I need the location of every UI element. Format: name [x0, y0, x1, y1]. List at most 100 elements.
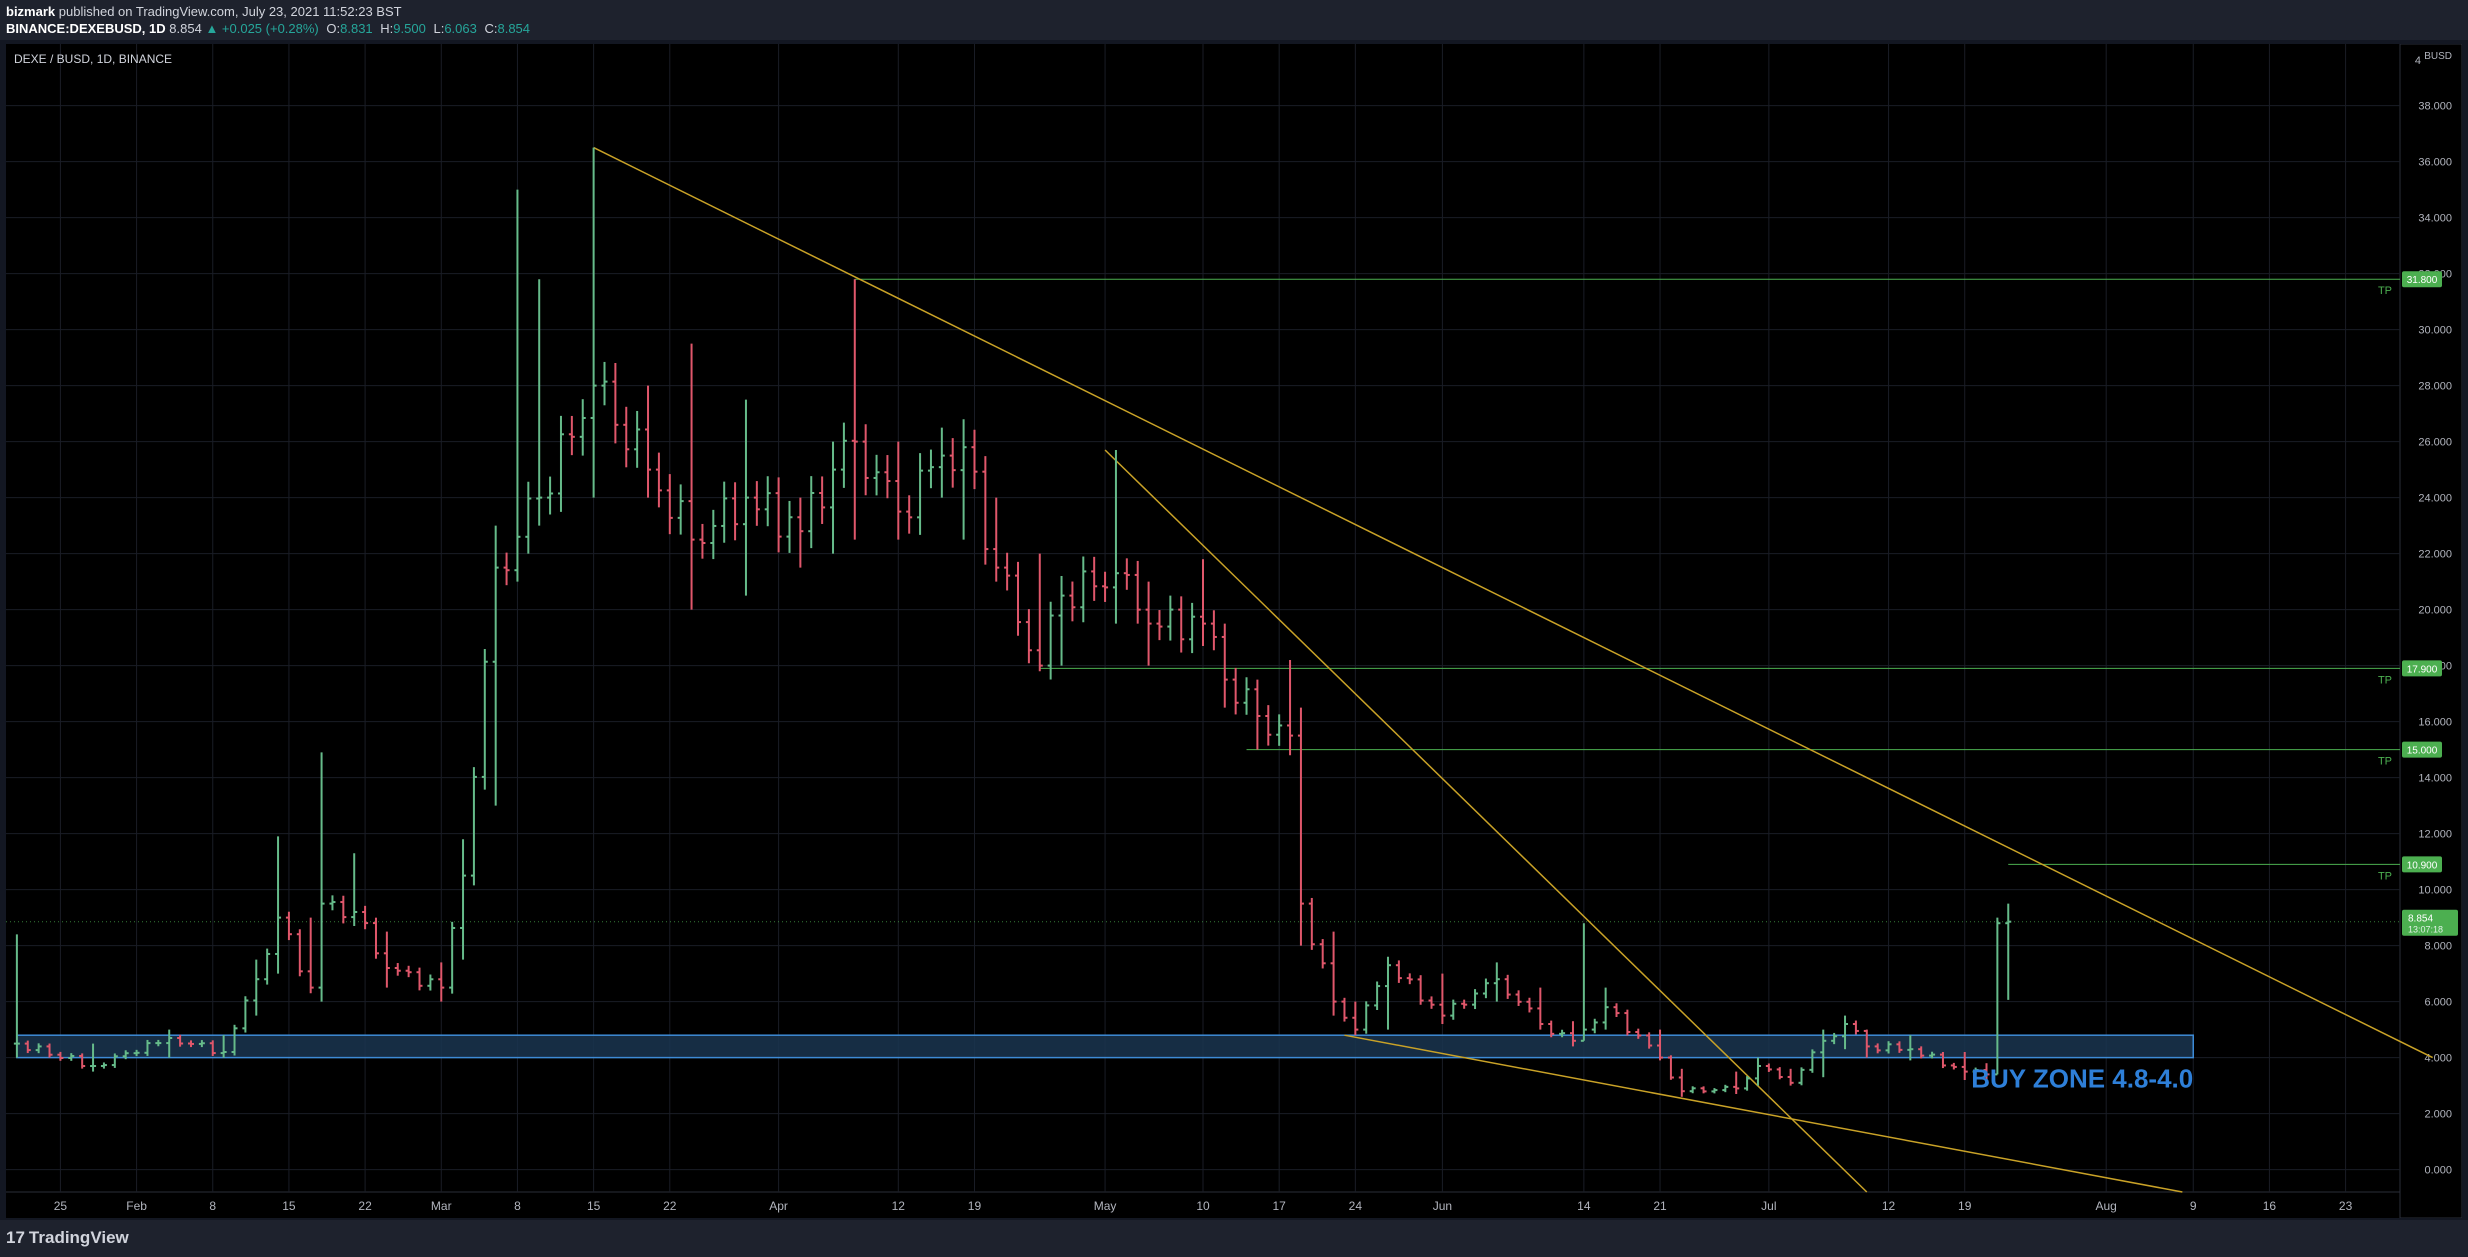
- level-price-label: 31.800: [2407, 275, 2438, 286]
- ohlc-bar: [2005, 903, 2012, 1000]
- x-tick-label: 21: [1653, 1199, 1667, 1213]
- author-name[interactable]: bizmark: [6, 4, 56, 19]
- ohlc-bar: [873, 454, 880, 496]
- price-change: ▲ +0.025 (+0.28%): [205, 21, 319, 36]
- ohlc-bar: [1493, 962, 1500, 1002]
- ohlc-bar: [1036, 553, 1043, 672]
- ohlc-bar: [449, 921, 456, 994]
- ohlc-bar: [144, 1039, 151, 1056]
- ohlc-bar: [1384, 956, 1391, 1030]
- x-tick-label: 10: [1196, 1199, 1210, 1213]
- ohlc-bar: [557, 415, 564, 512]
- x-tick-label: 12: [892, 1199, 906, 1213]
- high-label: H:: [380, 21, 394, 36]
- take-profit-tag: TP: [2378, 285, 2392, 297]
- x-tick-label: 14: [1577, 1199, 1591, 1213]
- brand-name: TradingView: [28, 1228, 129, 1247]
- ohlc-bar: [732, 482, 739, 541]
- ohlc-bar: [394, 963, 401, 976]
- publish-info: published on TradingView.com, July 23, 2…: [58, 4, 402, 19]
- x-tick-label: 19: [968, 1199, 982, 1213]
- ohlc-bar: [351, 853, 358, 926]
- ohlc-bar: [372, 917, 379, 959]
- y-tick-label: 22.000: [2418, 549, 2452, 561]
- ohlc-bar: [1646, 1032, 1653, 1049]
- y-tick-label: 20.000: [2418, 605, 2452, 617]
- ohlc-bar: [460, 839, 467, 960]
- ohlc-bar: [623, 406, 630, 468]
- price-chart[interactable]: 0.000 2.000 4.000 6.000 8.000 10.000 12.000 14.…: [6, 44, 2462, 1218]
- open-value: 8.831: [340, 21, 373, 36]
- ohlc-bar: [1657, 1029, 1664, 1061]
- ohlc-bar: [1363, 1001, 1370, 1034]
- ohlc-bar: [133, 1049, 140, 1057]
- ohlc-bar: [1210, 610, 1217, 651]
- ohlc-bar: [1548, 1020, 1555, 1038]
- x-tick-label: 25: [54, 1199, 68, 1213]
- ohlc-bar: [1254, 679, 1261, 750]
- level-price-label: 17.900: [2407, 664, 2438, 675]
- y-tick-label: 4.000: [2424, 1053, 2452, 1065]
- take-profit-tag: TP: [2378, 674, 2392, 686]
- ohlc-bar: [1569, 1021, 1576, 1047]
- ohlc-bar: [1069, 581, 1076, 622]
- x-tick-label: 16: [2263, 1199, 2277, 1213]
- y-tick-label: 38.000: [2418, 101, 2452, 113]
- x-tick-label: 15: [282, 1199, 296, 1213]
- ohlc-bar: [710, 509, 717, 560]
- ohlc-bar: [645, 385, 652, 498]
- x-tick-label: 22: [663, 1199, 677, 1213]
- ohlc-bar: [1580, 923, 1587, 1042]
- ohlc-bar: [68, 1053, 75, 1061]
- ohlc-bar: [808, 476, 815, 549]
- y-tick-label: 10.000: [2418, 885, 2452, 897]
- ohlc-bar: [1330, 931, 1337, 1016]
- level-price-label: 10.900: [2407, 860, 2438, 871]
- ohlc-bar: [285, 911, 292, 941]
- ohlc-bar: [1907, 1035, 1914, 1061]
- ohlc-bar: [1559, 1029, 1566, 1038]
- ohlc-bar: [797, 497, 804, 568]
- y-tick-label-top: 4: [2415, 55, 2421, 67]
- ohlc-bar: [1537, 987, 1544, 1030]
- ohlc-bar: [1765, 1063, 1772, 1072]
- ohlc-bar: [1624, 1009, 1631, 1036]
- ohlc-bar: [1406, 973, 1413, 985]
- ohlc-bar: [1265, 705, 1272, 746]
- ohlc-bar: [405, 965, 412, 978]
- ohlc-bar: [90, 1043, 97, 1072]
- ohlc-bar: [917, 453, 924, 535]
- publish-header: bizmark published on TradingView.com, Ju…: [0, 0, 2468, 40]
- ohlc-bar: [1885, 1041, 1892, 1054]
- ohlc-bar: [122, 1050, 129, 1060]
- ohlc-bar: [895, 441, 902, 540]
- y-tick-label: 36.000: [2418, 157, 2452, 169]
- ohlc-bar: [296, 929, 303, 977]
- publish-line: bizmark published on TradingView.com, Ju…: [6, 4, 402, 19]
- ohlc-bar: [1689, 1086, 1696, 1094]
- ohlc-bar: [329, 895, 336, 911]
- ohlc-bar: [1439, 973, 1446, 1024]
- x-tick-label: 19: [1958, 1199, 1972, 1213]
- ohlc-bar: [1929, 1051, 1936, 1059]
- ohlc-bar: [1374, 981, 1381, 1011]
- x-tick-label: 8: [209, 1199, 216, 1213]
- close-value: 8.854: [497, 21, 531, 36]
- currency-label: BUSD: [2424, 51, 2452, 62]
- y-tick-label: 14.000: [2418, 773, 2452, 785]
- low-value: 6.063: [444, 21, 477, 36]
- ohlc-bar: [1461, 999, 1468, 1009]
- ohlc-bar: [1004, 552, 1011, 591]
- ohlc-bar: [438, 962, 445, 1002]
- ohlc-bar: [688, 343, 695, 610]
- ohlc-bar: [307, 917, 314, 994]
- ohlc-bar: [1341, 997, 1348, 1022]
- ohlc-bar: [1504, 974, 1511, 999]
- ohlc-bar: [155, 1039, 162, 1047]
- y-tick-label: 16.000: [2418, 717, 2452, 729]
- tradingview-logo[interactable]: 17 TradingView: [6, 1228, 129, 1248]
- ohlc-bar: [590, 147, 597, 498]
- ohlc-bar: [1102, 571, 1109, 602]
- ohlc-bar: [1591, 1018, 1598, 1034]
- bar-countdown-label: 13:07:18: [2408, 925, 2443, 935]
